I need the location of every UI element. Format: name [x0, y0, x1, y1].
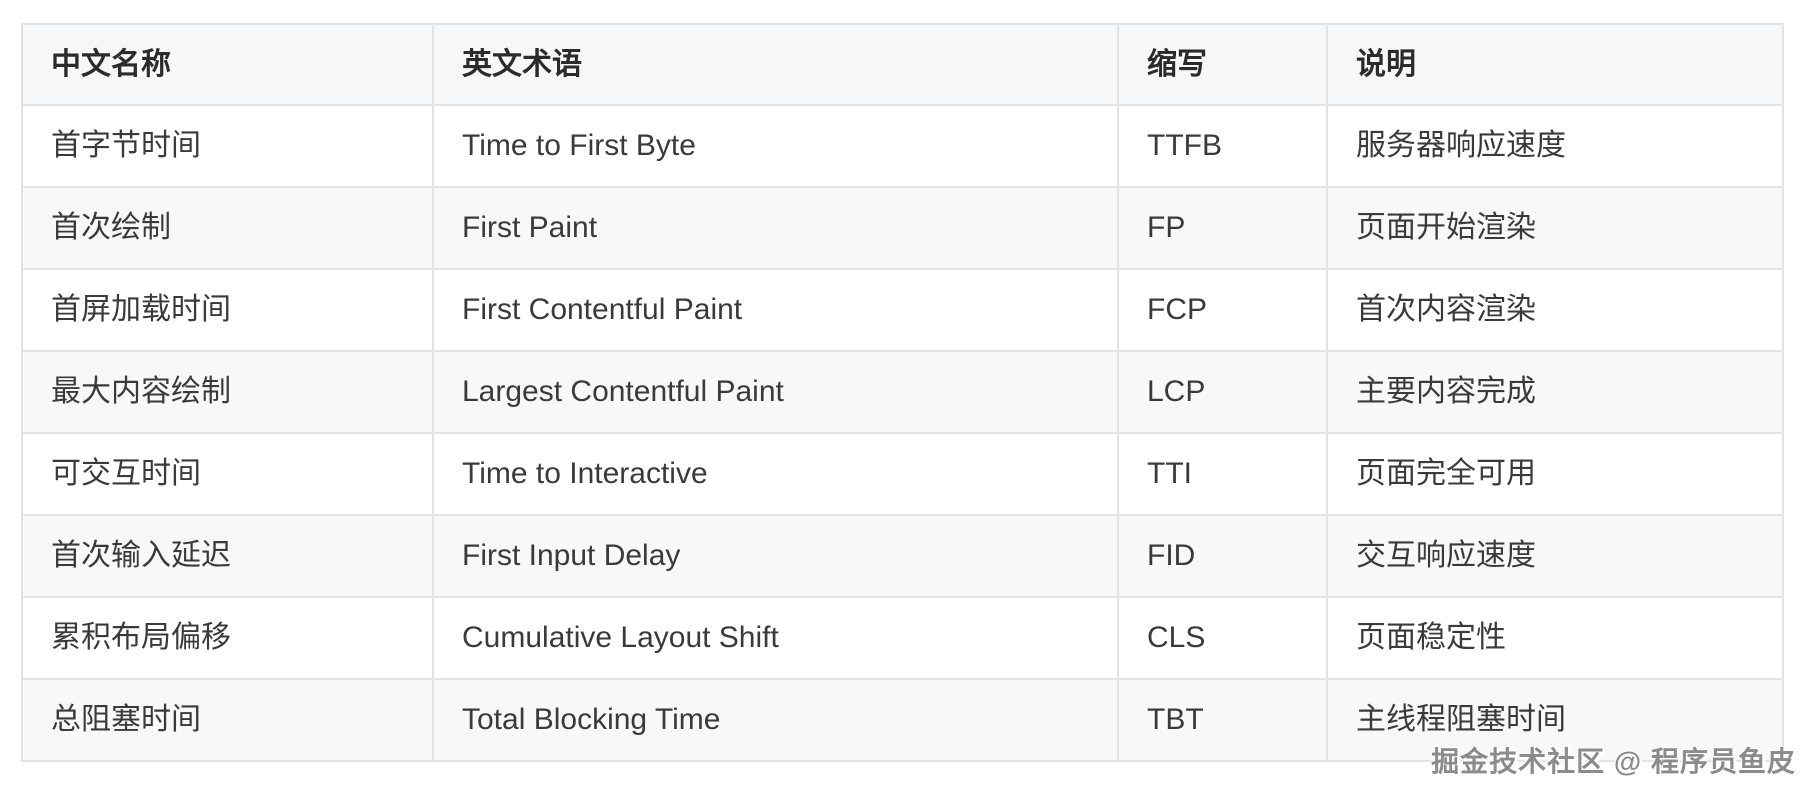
- cell-english-term: First Contentful Paint: [432, 268, 1119, 352]
- cell-english-term: First Input Delay: [432, 514, 1119, 598]
- cell-abbreviation: TBT: [1117, 678, 1328, 762]
- table-row: 首字节时间 Time to First Byte TTFB 服务器响应速度: [21, 104, 1784, 188]
- cell-description: 服务器响应速度: [1326, 104, 1784, 188]
- table-body: 首字节时间 Time to First Byte TTFB 服务器响应速度 首次绘制 Fi…: [21, 104, 1784, 762]
- cell-chinese-name: 首字节时间: [21, 104, 434, 188]
- cell-abbreviation: FCP: [1117, 268, 1328, 352]
- cell-abbreviation: TTI: [1117, 432, 1328, 516]
- cell-abbreviation: FP: [1117, 186, 1328, 270]
- table-row: 首次绘制 First Paint FP 页面开始渲染: [21, 186, 1784, 270]
- cell-chinese-name: 累积布局偏移: [21, 596, 434, 680]
- table-header-row: 中文名称 英文术语 缩写 说明: [21, 23, 1784, 106]
- cell-description: 页面稳定性: [1326, 596, 1784, 680]
- cell-chinese-name: 总阻塞时间: [21, 678, 434, 762]
- cell-english-term: Total Blocking Time: [432, 678, 1119, 762]
- cell-chinese-name: 可交互时间: [21, 432, 434, 516]
- cell-description: 交互响应速度: [1326, 514, 1784, 598]
- table-row: 最大内容绘制 Largest Contentful Paint LCP 主要内容完成: [21, 350, 1784, 434]
- col-header-abbreviation: 缩写: [1117, 23, 1328, 106]
- cell-abbreviation: FID: [1117, 514, 1328, 598]
- cell-chinese-name: 首屏加载时间: [21, 268, 434, 352]
- cell-english-term: First Paint: [432, 186, 1119, 270]
- cell-chinese-name: 首次绘制: [21, 186, 434, 270]
- cell-english-term: Cumulative Layout Shift: [432, 596, 1119, 680]
- web-performance-metrics-table: 中文名称 英文术语 缩写 说明 首字节时间 Time to First Byte T…: [21, 23, 1784, 762]
- table-row: 首屏加载时间 First Contentful Paint FCP 首次内容渲染: [21, 268, 1784, 352]
- cell-abbreviation: CLS: [1117, 596, 1328, 680]
- col-header-chinese-name: 中文名称: [21, 23, 434, 106]
- table-row: 可交互时间 Time to Interactive TTI 页面完全可用: [21, 432, 1784, 516]
- cell-description: 页面完全可用: [1326, 432, 1784, 516]
- cell-abbreviation: TTFB: [1117, 104, 1328, 188]
- table-row: 累积布局偏移 Cumulative Layout Shift CLS 页面稳定性: [21, 596, 1784, 680]
- cell-english-term: Largest Contentful Paint: [432, 350, 1119, 434]
- cell-chinese-name: 首次输入延迟: [21, 514, 434, 598]
- table-row: 首次输入延迟 First Input Delay FID 交互响应速度: [21, 514, 1784, 598]
- cell-description: 页面开始渲染: [1326, 186, 1784, 270]
- cell-english-term: Time to First Byte: [432, 104, 1119, 188]
- cell-chinese-name: 最大内容绘制: [21, 350, 434, 434]
- col-header-description: 说明: [1326, 23, 1784, 106]
- cell-description: 主线程阻塞时间: [1326, 678, 1784, 762]
- cell-english-term: Time to Interactive: [432, 432, 1119, 516]
- cell-abbreviation: LCP: [1117, 350, 1328, 434]
- cell-description: 主要内容完成: [1326, 350, 1784, 434]
- col-header-english-term: 英文术语: [432, 23, 1119, 106]
- table-row: 总阻塞时间 Total Blocking Time TBT 主线程阻塞时间: [21, 678, 1784, 762]
- cell-description: 首次内容渲染: [1326, 268, 1784, 352]
